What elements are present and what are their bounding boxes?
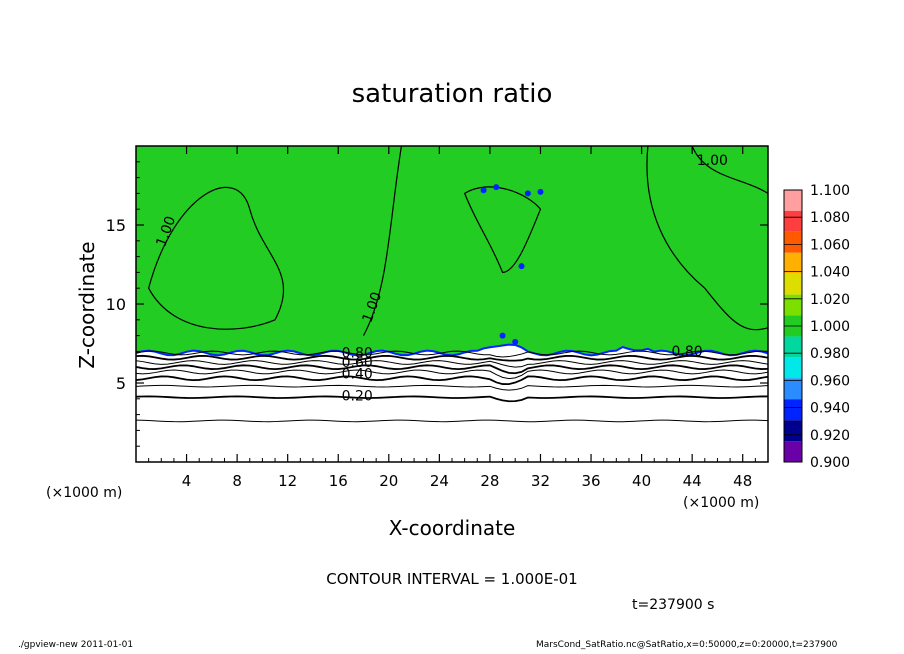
x-tick-label: 40	[632, 472, 651, 490]
x-ticks: 4 8 12 16 20 24 28 32 36 40 44 48	[148, 146, 756, 490]
x-tick-label: 36	[581, 472, 600, 490]
time-label: t=237900 s	[632, 597, 714, 613]
speckle-4	[518, 263, 525, 270]
contour-line-0.8	[135, 354, 769, 362]
colorbar-swatch	[784, 210, 802, 232]
y-tick-label: 5	[116, 374, 126, 393]
colorbar-swatch	[784, 336, 802, 358]
colorbar-swatch	[784, 357, 802, 379]
x-tick-label: 16	[329, 472, 348, 490]
x-tick-label: 48	[733, 472, 752, 490]
speckle-2	[524, 190, 531, 197]
x-tick-label: 12	[278, 472, 297, 490]
contour-line-0.3	[135, 384, 769, 391]
x-tick-label: 20	[379, 472, 398, 490]
speckle-3	[537, 188, 544, 195]
contour-interval: CONTOUR INTERVAL = 1.000E-01	[326, 570, 577, 588]
x-unit-right: (×1000 m)	[683, 495, 759, 511]
colorbar: 1.100 1.080 1.060 1.040 1.020 1.000 0.980 0.960…	[783, 183, 850, 471]
contour-label: 0.40	[342, 366, 373, 382]
contour-1.00-3	[691, 145, 769, 194]
colorbar-label: 0.920	[810, 428, 850, 444]
colorbar-label: 1.000	[810, 319, 850, 335]
footer-right: MarsCond_SatRatio.nc@SatRatio,x=0:50000,…	[536, 640, 838, 650]
contour-line-0.1	[135, 419, 769, 423]
colorbar-label: 1.020	[810, 292, 850, 308]
colorbar-swatch	[784, 190, 802, 211]
x-axis-label: X-coordinate	[389, 516, 516, 540]
contour-1.00-2	[646, 145, 769, 331]
colorbar-swatch	[784, 273, 802, 295]
footer-left: ./gpview-new 2011-01-01	[18, 640, 134, 650]
colorbar-swatch	[784, 231, 802, 253]
colorbar-label: 0.900	[810, 455, 850, 471]
colorbar-label: 0.940	[810, 401, 850, 417]
colorbar-swatch	[784, 378, 802, 400]
speckle-5	[499, 332, 506, 339]
colorbar-swatch	[784, 294, 802, 316]
contour-line-0.7	[135, 360, 769, 368]
x-tick-label: 44	[683, 472, 702, 490]
contour-1.00-1	[362, 145, 403, 336]
colorbar-swatch	[784, 420, 802, 442]
colorbar-swatch	[784, 441, 802, 462]
contour-line-0.6	[135, 364, 769, 375]
colorbar-swatch	[784, 399, 802, 421]
plot-area: 1.001.001.000.800.600.400.200.80	[135, 145, 769, 463]
colorbar-label: 0.980	[810, 346, 850, 362]
saturated-region	[136, 146, 768, 356]
contour-label: 1.00	[697, 153, 728, 169]
x-tick-label: 4	[182, 472, 192, 490]
y-tick-label: 15	[106, 216, 126, 235]
y-ticks: 5 10 15	[106, 161, 768, 447]
colorbar-label: 1.040	[810, 265, 850, 281]
speckle-1	[493, 184, 500, 191]
contour-label: 0.80	[672, 344, 703, 360]
chart-title: saturation ratio	[352, 79, 553, 109]
contour-line-0.2	[135, 395, 769, 403]
contour-line-0.5	[135, 369, 769, 380]
x-tick-label: 24	[430, 472, 449, 490]
x-unit-left: (×1000 m)	[46, 485, 122, 501]
colorbar-swatch	[784, 252, 802, 274]
contour-label: 0.20	[342, 388, 373, 404]
colorbar-label: 1.060	[810, 237, 850, 253]
speckle-6	[512, 338, 519, 345]
x-tick-label: 32	[531, 472, 550, 490]
colorbar-label: 1.100	[810, 183, 850, 199]
x-tick-label: 28	[480, 472, 499, 490]
contour-label: 0.60	[342, 355, 373, 371]
x-tick-label: 8	[232, 472, 242, 490]
colorbar-label: 0.960	[810, 373, 850, 389]
y-axis-label: Z-coordinate	[75, 241, 99, 368]
colorbar-label: 1.080	[810, 210, 850, 226]
y-tick-label: 10	[106, 295, 126, 314]
contour-1.00-0	[147, 186, 285, 330]
contour-label: 0.80	[342, 346, 373, 362]
contour-1.00-4	[463, 186, 542, 274]
speckle-0	[480, 187, 487, 194]
contour-line-0.9	[135, 350, 769, 358]
contour-line-0.4	[135, 375, 769, 386]
